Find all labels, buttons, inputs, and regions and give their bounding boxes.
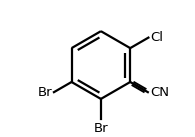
Text: CN: CN bbox=[150, 86, 169, 99]
Text: Br: Br bbox=[38, 86, 52, 99]
Text: Br: Br bbox=[94, 122, 108, 135]
Text: Cl: Cl bbox=[150, 31, 163, 44]
